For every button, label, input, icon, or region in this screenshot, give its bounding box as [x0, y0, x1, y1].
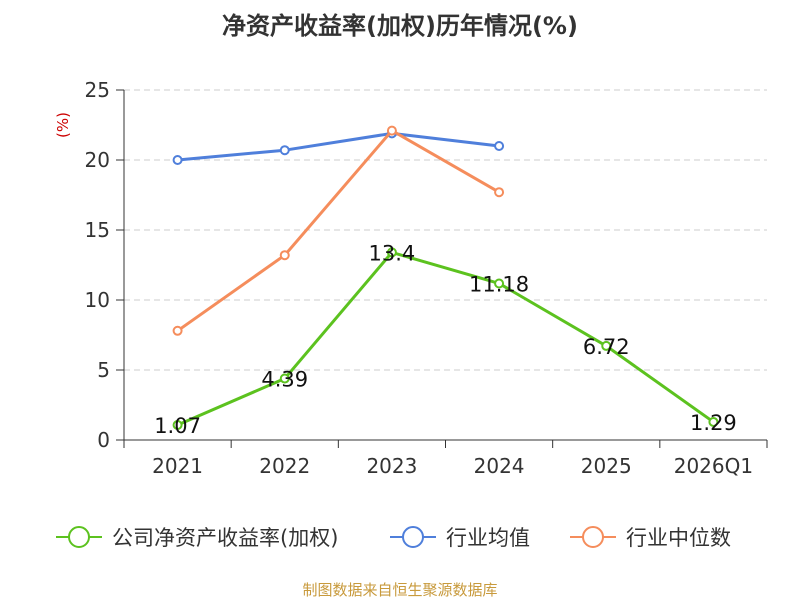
data-label: 4.39 [261, 368, 308, 392]
x-tick-label: 2021 [152, 454, 203, 478]
y-tick-label: 10 [85, 288, 110, 312]
data-label: 13.4 [369, 241, 416, 265]
legend-marker [68, 526, 90, 548]
series-line-1 [177, 131, 500, 162]
y-tick-label: 15 [85, 218, 110, 242]
legend-label: 公司净资产收益率(加权) [112, 526, 338, 550]
data-point-0 [386, 247, 397, 258]
y-tick-label: 5 [97, 358, 110, 382]
y-tick-label: 20 [85, 148, 110, 172]
legend-marker [582, 526, 604, 548]
legend-label: 行业均值 [446, 526, 530, 550]
x-tick-label: 2023 [366, 454, 417, 478]
x-tick-label: 2022 [259, 454, 310, 478]
data-point-2 [279, 250, 290, 261]
data-point-0 [172, 420, 183, 431]
data-point-2 [172, 325, 183, 336]
x-tick-label: 2024 [474, 454, 525, 478]
data-point-1 [172, 155, 183, 165]
data-point-0 [708, 416, 719, 427]
data-point-0 [601, 340, 612, 351]
y-axis-label: (%) [54, 112, 72, 138]
series-line-2 [176, 129, 500, 333]
source-note: 制图数据来自恒生聚源数据库 [302, 581, 498, 599]
y-tick-label: 0 [97, 428, 110, 452]
x-tick-label: 2026Q1 [674, 454, 753, 478]
data-point-1 [279, 145, 290, 156]
data-point-0 [494, 278, 505, 289]
legend-label: 行业中位数 [626, 526, 731, 550]
data-point-2 [494, 187, 505, 198]
y-tick-label: 25 [85, 78, 110, 102]
data-point-1 [494, 141, 505, 151]
x-tick-label: 2025 [581, 454, 632, 478]
data-label: 11.18 [469, 272, 529, 296]
data-point-2 [386, 125, 397, 136]
series-line-0 [176, 250, 715, 427]
chart-title: 净资产收益率(加权)历年情况(%) [222, 12, 578, 40]
legend-marker [402, 526, 424, 548]
data-label: 1.29 [690, 411, 737, 435]
data-label: 1.07 [154, 414, 201, 438]
data-label: 6.72 [583, 335, 630, 359]
data-point-0 [279, 373, 290, 384]
